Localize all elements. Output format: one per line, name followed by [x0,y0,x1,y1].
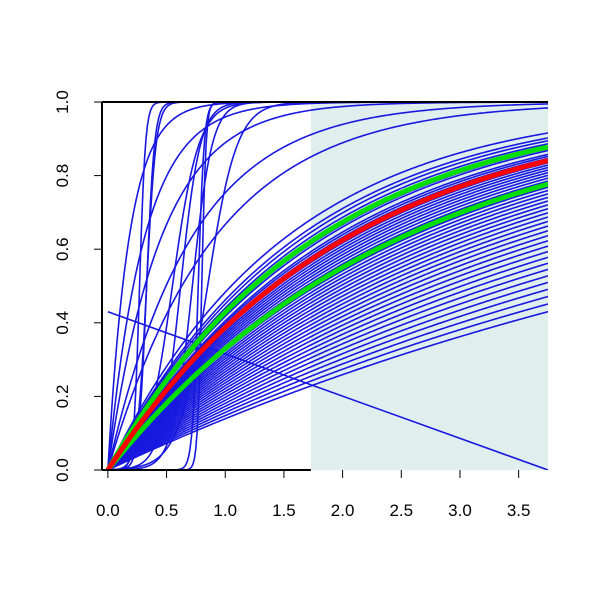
tick-labels-layer: 0.0 0.5 1.0 1.5 2.0 2.5 3.0 3.5 0.0 0.2 0.4 0.6 0.8 1… [53,90,530,520]
ensemble-curve-42 [107,303,548,470]
x-tick-label-6: 3.0 [448,501,472,520]
bound-curve-0 [105,144,548,470]
ensemble-curve-32 [107,240,548,470]
shaded-region-layer [310,102,548,470]
ensemble-curve-35 [107,256,548,470]
ensemble-curve-22 [107,196,548,470]
ensemble-curve-31 [107,234,548,470]
shaded-region [310,102,548,470]
axes-layer [94,101,548,478]
ensemble-curve-23 [107,200,548,470]
x-tick-label-7: 3.5 [507,501,531,520]
ensemble-curve-37 [107,268,548,470]
ensemble-curve-2 [107,140,548,470]
step-curve-3 [107,102,548,469]
x-tick-label-3: 1.5 [272,501,296,520]
ensemble-curve-1 [107,137,548,470]
ensemble-curve-43 [107,310,548,470]
y-tick-label-4: 0.8 [53,164,72,188]
y-tick-label-3: 0.6 [53,237,72,261]
ensemble-curve-36 [107,262,548,470]
descending-line [107,311,548,470]
y-tick-label-2: 0.4 [53,311,72,335]
step-curve-4 [107,102,548,470]
ensemble-curve-38 [107,275,548,470]
y-tick-label-0: 0.0 [53,458,72,482]
ensemble-curve-21 [107,193,548,470]
ensemble-curve-0 [107,132,548,470]
ensemble-curve-25 [107,207,548,470]
ensemble-curve-7 [107,153,548,470]
y-tick-label-5: 1.0 [53,90,72,114]
ensemble-curve-26 [107,212,548,470]
ensemble-curve-24 [107,204,548,470]
x-tick-label-1: 0.5 [155,501,179,520]
step-curve-5 [107,102,548,470]
fast-curve-3 [107,103,548,470]
bound-curve-1 [105,181,548,470]
x-tick-label-0: 0.0 [96,501,120,520]
y-tick-label-1: 0.2 [53,385,72,409]
x-tick-label-2: 1.0 [213,501,237,520]
ensemble-curve-29 [107,225,548,470]
curves-layer [105,102,548,470]
ensemble-curve-27 [107,216,548,470]
ensemble-curve-40 [107,288,548,470]
x-tick-label-5: 2.5 [389,501,413,520]
ensemble-curve-28 [107,220,548,470]
x-tick-label-4: 2.0 [331,501,355,520]
ensemble-curve-30 [107,230,548,470]
ensemble-curve-39 [107,281,548,470]
highlight-curve [105,158,548,470]
ensemble-curve-41 [107,295,548,470]
ensemble-curve-20 [107,189,548,470]
step-curve-7 [107,102,548,470]
